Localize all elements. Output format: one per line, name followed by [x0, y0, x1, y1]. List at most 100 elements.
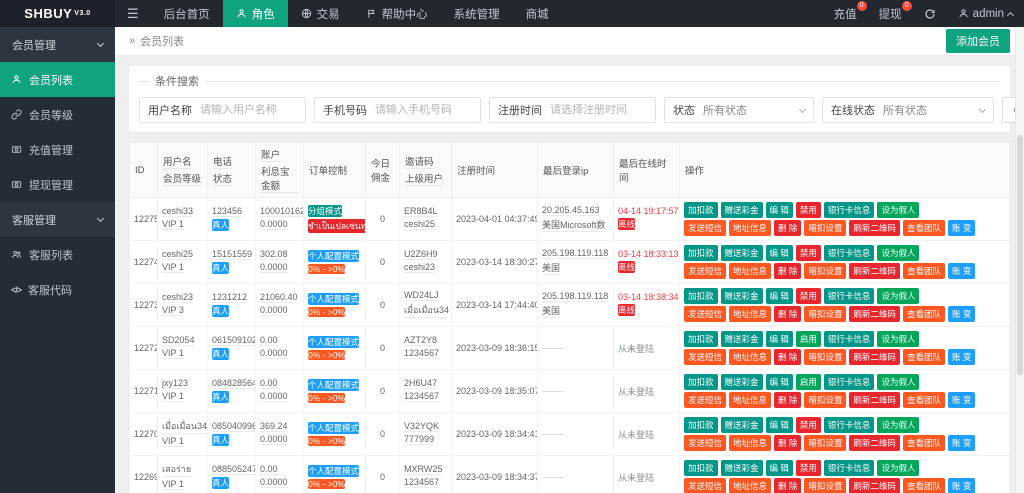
action-button[interactable]: 加扣款: [684, 288, 718, 304]
action-button[interactable]: 删 除: [774, 220, 802, 236]
action-button[interactable]: 账 变: [947, 349, 976, 365]
action-button[interactable]: 赠送彩金: [720, 202, 763, 218]
action-button[interactable]: 地址信息: [729, 263, 772, 279]
action-button[interactable]: 启用: [795, 374, 821, 390]
action-button[interactable]: 编 辑: [765, 245, 793, 261]
action-button[interactable]: 地址信息: [729, 478, 772, 493]
action-button[interactable]: 加扣款: [684, 374, 718, 390]
action-button[interactable]: 查看团队: [902, 349, 945, 365]
action-button[interactable]: 加扣款: [684, 202, 718, 218]
status-select[interactable]: 所有状态: [703, 102, 813, 118]
user-menu[interactable]: admin: [947, 0, 1024, 27]
regtime-input[interactable]: [550, 104, 655, 116]
action-button[interactable]: 删 除: [774, 435, 802, 451]
username-input[interactable]: [200, 104, 305, 116]
action-button[interactable]: 赠送彩金: [720, 288, 763, 304]
action-button[interactable]: 暗扣设置: [804, 306, 847, 322]
action-button[interactable]: 设为假人: [877, 460, 920, 476]
phone-input[interactable]: [375, 104, 480, 116]
action-button[interactable]: 暗扣设置: [804, 478, 847, 493]
action-button[interactable]: 编 辑: [765, 460, 793, 476]
action-button[interactable]: 编 辑: [765, 417, 793, 433]
action-button[interactable]: 设为假人: [877, 202, 920, 218]
action-button[interactable]: 发送短信: [684, 220, 727, 236]
action-button[interactable]: 赠送彩金: [720, 245, 763, 261]
nav-item-role[interactable]: 角色: [222, 0, 288, 27]
nav-item-dashboard[interactable]: 后台首页: [163, 8, 210, 21]
action-button[interactable]: 编 辑: [765, 288, 793, 304]
sidebar-item-withdraw-mgmt[interactable]: 提现管理: [0, 167, 115, 202]
action-button[interactable]: 刷新二维码: [849, 263, 900, 279]
action-button[interactable]: 暗扣设置: [804, 349, 847, 365]
action-button[interactable]: 刷新二维码: [849, 220, 900, 236]
add-member-button[interactable]: 添加会员: [946, 29, 1010, 53]
action-button[interactable]: 查看团队: [902, 392, 945, 408]
action-button[interactable]: 银行卡信息: [823, 288, 875, 304]
action-button[interactable]: 账 变: [947, 220, 976, 236]
action-button[interactable]: 银行卡信息: [823, 460, 875, 476]
online-status-select[interactable]: 所有状态: [883, 102, 993, 118]
action-button[interactable]: 发送短信: [684, 392, 727, 408]
action-button[interactable]: 刷新二维码: [849, 349, 900, 365]
action-button[interactable]: 刷新二维码: [849, 435, 900, 451]
nav-item-system[interactable]: 系统管理: [453, 8, 500, 21]
action-button[interactable]: 赠送彩金: [720, 460, 763, 476]
action-button[interactable]: 账 变: [947, 263, 976, 279]
action-button[interactable]: 查看团队: [902, 263, 945, 279]
sidebar-item-service-code[interactable]: </> 客服代码: [11, 284, 73, 297]
action-button[interactable]: 发送短信: [684, 349, 727, 365]
nav-item-help-center[interactable]: 帮助中心: [353, 0, 441, 27]
action-button[interactable]: 银行卡信息: [823, 374, 875, 390]
action-button[interactable]: 账 变: [947, 306, 976, 322]
nav-item-mall[interactable]: 商城: [525, 8, 549, 21]
action-button[interactable]: 禁用: [795, 288, 821, 304]
action-button[interactable]: 暗扣设置: [804, 435, 847, 451]
action-button[interactable]: 加扣款: [684, 331, 718, 347]
action-button[interactable]: 暗扣设置: [804, 263, 847, 279]
action-button[interactable]: 禁用: [795, 245, 821, 261]
action-button[interactable]: 编 辑: [765, 202, 793, 218]
action-button[interactable]: 赠送彩金: [720, 374, 763, 390]
action-button[interactable]: 地址信息: [729, 435, 772, 451]
action-button[interactable]: 地址信息: [729, 306, 772, 322]
action-button[interactable]: 暗扣设置: [804, 392, 847, 408]
action-button[interactable]: 查看团队: [902, 478, 945, 493]
action-button[interactable]: 银行卡信息: [823, 202, 875, 218]
action-button[interactable]: 设为假人: [877, 288, 920, 304]
action-button[interactable]: 发送短信: [684, 435, 727, 451]
action-button[interactable]: 加扣款: [684, 460, 718, 476]
action-button[interactable]: 暗扣设置: [804, 220, 847, 236]
action-button[interactable]: 加扣款: [684, 245, 718, 261]
refresh-button[interactable]: [913, 0, 947, 27]
action-button[interactable]: 设为假人: [877, 245, 920, 261]
action-button[interactable]: 发送短信: [684, 263, 727, 279]
action-button[interactable]: 启用: [795, 331, 821, 347]
action-button[interactable]: 账 变: [947, 435, 976, 451]
recharge-menu[interactable]: 充值 0: [823, 0, 868, 27]
action-button[interactable]: 编 辑: [765, 331, 793, 347]
action-button[interactable]: 查看团队: [902, 220, 945, 236]
action-button[interactable]: 地址信息: [729, 349, 772, 365]
sidebar-group-service-mgmt[interactable]: 客服管理: [0, 202, 115, 237]
sidebar-group-member-mgmt[interactable]: 会员管理: [0, 27, 115, 62]
action-button[interactable]: 查看团队: [902, 435, 945, 451]
action-button[interactable]: 删 除: [774, 349, 802, 365]
sidebar-item-member-list[interactable]: 会员列表: [0, 62, 115, 97]
sidebar-item-member-level[interactable]: 会员等级: [0, 97, 115, 132]
action-button[interactable]: 禁用: [795, 460, 821, 476]
menu-toggle-icon[interactable]: ☰: [127, 5, 139, 21]
action-button[interactable]: 删 除: [774, 306, 802, 322]
action-button[interactable]: 编 辑: [765, 374, 793, 390]
action-button[interactable]: 加扣款: [684, 417, 718, 433]
scrollbar-track[interactable]: [1015, 27, 1024, 493]
action-button[interactable]: 发送短信: [684, 306, 727, 322]
action-button[interactable]: 查看团队: [902, 306, 945, 322]
withdraw-menu[interactable]: 提现 0: [868, 0, 913, 27]
action-button[interactable]: 地址信息: [729, 220, 772, 236]
sidebar-item-service-list[interactable]: 客服列表: [0, 237, 115, 272]
action-button[interactable]: 银行卡信息: [823, 245, 875, 261]
action-button[interactable]: 设为假人: [877, 331, 920, 347]
action-button[interactable]: 刷新二维码: [849, 478, 900, 493]
nav-item-trade[interactable]: 交易: [288, 0, 353, 27]
scrollbar-thumb[interactable]: [1017, 135, 1023, 375]
